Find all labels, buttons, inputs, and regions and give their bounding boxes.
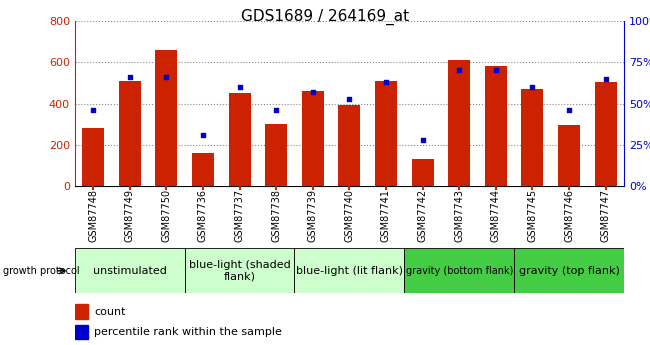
Point bbox=[344, 96, 355, 101]
Text: unstimulated: unstimulated bbox=[93, 266, 166, 276]
Bar bbox=[75, 304, 88, 319]
Bar bbox=[294, 248, 404, 293]
Bar bbox=[82, 128, 104, 186]
Text: GSM87739: GSM87739 bbox=[307, 189, 318, 242]
Bar bbox=[265, 124, 287, 186]
Bar bbox=[411, 159, 434, 186]
Point bbox=[161, 74, 172, 80]
Text: GSM87737: GSM87737 bbox=[235, 189, 244, 242]
Bar bbox=[229, 93, 250, 186]
Bar bbox=[119, 81, 140, 186]
Text: GSM87749: GSM87749 bbox=[125, 189, 135, 242]
Text: GSM87744: GSM87744 bbox=[491, 189, 501, 242]
Point bbox=[88, 107, 98, 113]
Text: blue-light (lit flank): blue-light (lit flank) bbox=[296, 266, 403, 276]
Bar bbox=[339, 105, 360, 186]
Point bbox=[454, 68, 464, 73]
Bar bbox=[375, 81, 397, 186]
Text: GSM87747: GSM87747 bbox=[601, 189, 611, 242]
Text: GSM87750: GSM87750 bbox=[161, 189, 172, 242]
Text: GSM87745: GSM87745 bbox=[527, 189, 538, 242]
Text: percentile rank within the sample: percentile rank within the sample bbox=[94, 327, 282, 337]
Text: GSM87748: GSM87748 bbox=[88, 189, 98, 242]
Text: count: count bbox=[94, 307, 125, 317]
Text: growth protocol: growth protocol bbox=[3, 266, 80, 276]
Bar bbox=[75, 325, 88, 339]
Bar bbox=[514, 248, 624, 293]
Point bbox=[417, 137, 428, 143]
Text: GSM87743: GSM87743 bbox=[454, 189, 464, 242]
Point bbox=[564, 107, 575, 113]
Bar bbox=[485, 66, 507, 186]
Point bbox=[125, 74, 135, 80]
Point bbox=[198, 132, 208, 138]
Point bbox=[491, 68, 501, 73]
Text: GSM87736: GSM87736 bbox=[198, 189, 208, 242]
Bar bbox=[404, 248, 514, 293]
Point bbox=[307, 89, 318, 95]
Text: gravity (bottom flank): gravity (bottom flank) bbox=[406, 266, 513, 276]
Text: blue-light (shaded
flank): blue-light (shaded flank) bbox=[188, 260, 291, 282]
Bar bbox=[302, 91, 324, 186]
Point bbox=[271, 107, 281, 113]
Point bbox=[527, 84, 538, 90]
Bar bbox=[558, 125, 580, 186]
Bar bbox=[185, 248, 294, 293]
Bar bbox=[448, 60, 470, 186]
Point bbox=[381, 79, 391, 85]
Point bbox=[601, 76, 611, 81]
Bar bbox=[155, 50, 177, 186]
Text: GSM87738: GSM87738 bbox=[271, 189, 281, 242]
Bar bbox=[192, 153, 214, 186]
Text: GSM87740: GSM87740 bbox=[344, 189, 354, 242]
Bar bbox=[595, 82, 617, 186]
Text: GSM87741: GSM87741 bbox=[381, 189, 391, 242]
Point bbox=[234, 84, 244, 90]
Text: GDS1689 / 264169_at: GDS1689 / 264169_at bbox=[241, 9, 409, 25]
Bar bbox=[521, 89, 543, 186]
Text: GSM87746: GSM87746 bbox=[564, 189, 574, 242]
Bar bbox=[75, 248, 185, 293]
Text: gravity (top flank): gravity (top flank) bbox=[519, 266, 619, 276]
Text: GSM87742: GSM87742 bbox=[417, 189, 428, 242]
